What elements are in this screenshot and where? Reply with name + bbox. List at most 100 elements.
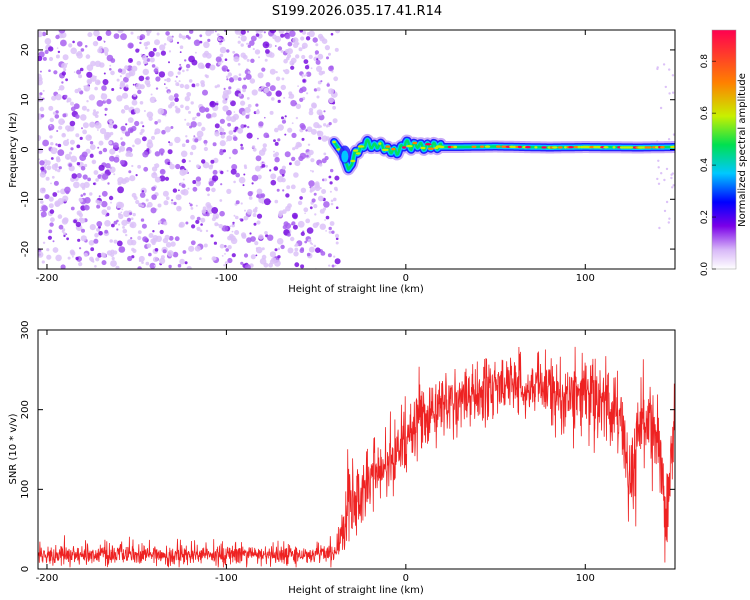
noise-speck: [66, 97, 72, 103]
noise-speck: [269, 251, 276, 258]
noise-speck: [219, 131, 223, 136]
noise-speck: [192, 117, 196, 121]
noise-speck: [102, 79, 109, 85]
noise-speck: [161, 129, 166, 135]
noise-speck: [83, 85, 86, 88]
noise-speck: [188, 202, 191, 205]
signal-track: [328, 133, 675, 176]
noise-speck: [295, 116, 299, 120]
noise-speck: [127, 117, 134, 123]
noise-speck: [269, 85, 276, 92]
noise-speck: [298, 47, 303, 52]
noise-speck: [213, 157, 219, 164]
noise-speck: [109, 166, 116, 173]
noise-speck: [125, 123, 128, 126]
noise-speck: [258, 56, 260, 59]
noise-speck: [192, 180, 197, 184]
noise-speck: [225, 248, 229, 252]
noise-speck: [199, 40, 203, 44]
noise-speck: [332, 105, 336, 110]
noise-speck: [290, 184, 296, 190]
noise-speck: [146, 111, 154, 119]
noise-speck: [58, 30, 66, 34]
noise-speck: [104, 113, 107, 116]
figure-title: S199.2026.035.17.41.R14: [272, 4, 442, 19]
noise-speck: [308, 180, 315, 187]
noise-speck: [303, 59, 309, 64]
noise-speck: [184, 261, 188, 265]
noise-speck: [243, 124, 247, 128]
noise-speck: [197, 62, 205, 69]
noise-speck: [226, 115, 232, 122]
noise-speck: [104, 135, 110, 141]
noise-speck: [61, 81, 64, 84]
noise-speck: [249, 78, 256, 84]
noise-speck: [281, 119, 287, 124]
noise-speck: [88, 135, 92, 138]
noise-speck: [188, 79, 193, 83]
noise-speck: [188, 55, 196, 63]
noise-speck: [226, 135, 233, 142]
noise-speck: [61, 71, 66, 76]
noise-speck: [307, 238, 312, 243]
noise-speck: [113, 156, 120, 163]
noise-speck: [88, 94, 95, 101]
noise-speck: [191, 83, 196, 88]
noise-speck: [77, 87, 82, 92]
noise-speck: [226, 49, 230, 53]
noise-speck: [229, 77, 234, 83]
noise-speck: [313, 244, 317, 248]
noise-speck: [335, 241, 339, 245]
noise-speck: [149, 57, 155, 63]
noise-speck: [200, 82, 206, 88]
noise-speck: [188, 160, 191, 163]
noise-speck: [281, 116, 284, 120]
noise-speck: [127, 42, 134, 49]
noise-speck: [153, 68, 159, 74]
noise-speck: [65, 78, 68, 82]
noise-speck: [137, 89, 142, 95]
noise-speck: [44, 50, 49, 54]
noise-speck: [141, 223, 147, 229]
noise-speck: [155, 52, 161, 57]
noise-speck: [290, 236, 295, 242]
noise-speck: [116, 228, 119, 231]
noise-speck: [261, 194, 264, 197]
noise-speck: [301, 75, 304, 78]
noise-speck: [113, 250, 118, 255]
noise-speck: [141, 190, 145, 193]
noise-speck: [183, 188, 186, 191]
noise-speck: [230, 100, 236, 107]
noise-speck: [196, 164, 200, 169]
noise-speck: [292, 224, 298, 230]
noise-speck: [96, 35, 103, 41]
noise-speck: [189, 151, 194, 156]
noise-speck: [165, 31, 170, 36]
signal-peak: [646, 146, 652, 149]
noise-speck: [89, 192, 93, 196]
noise-speck: [249, 232, 252, 235]
noise-speck: [178, 206, 181, 210]
noise-speck: [191, 224, 196, 229]
noise-speck: [287, 233, 291, 237]
colorbar-ticks: 0.0 0.2 0.4 0.6 0.8: [700, 54, 716, 276]
noise-speck: [177, 71, 181, 75]
noise-speck: [329, 181, 333, 185]
noise-speck: [216, 100, 219, 104]
noise-speck: [40, 211, 47, 218]
signal-peak: [541, 146, 547, 149]
noise-speck: [288, 96, 291, 99]
noise-speck: [184, 105, 190, 111]
noise-speck: [250, 58, 255, 63]
noise-speck: [205, 74, 209, 79]
noise-speck: [153, 172, 157, 176]
noise-speck: [264, 231, 268, 235]
noise-speck: [209, 100, 216, 108]
noise-speck: [250, 254, 256, 260]
noise-speck: [104, 107, 108, 111]
y-tick-label: 0: [20, 566, 31, 572]
noise-speck: [312, 222, 319, 229]
noise-speck: [149, 96, 157, 104]
noise-speck: [70, 206, 75, 211]
noise-speck: [50, 147, 58, 155]
